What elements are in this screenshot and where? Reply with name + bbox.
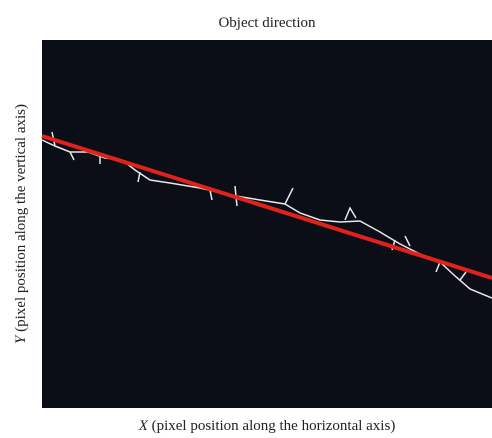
x-label-text: (pixel position along the horizontal axi… [152,418,396,434]
y-label-text: (pixel position along the vertical axis) [13,104,29,332]
x-axis-label: X (pixel position along the horizontal a… [138,418,396,434]
y-axis-label: Y (pixel position along the vertical axi… [13,104,29,344]
x-symbol: X [138,418,149,434]
figure: Object direction X (pixel position along… [0,0,492,438]
y-symbol: Y [13,334,29,344]
image-panel [42,40,492,408]
title: Object direction [218,15,316,31]
